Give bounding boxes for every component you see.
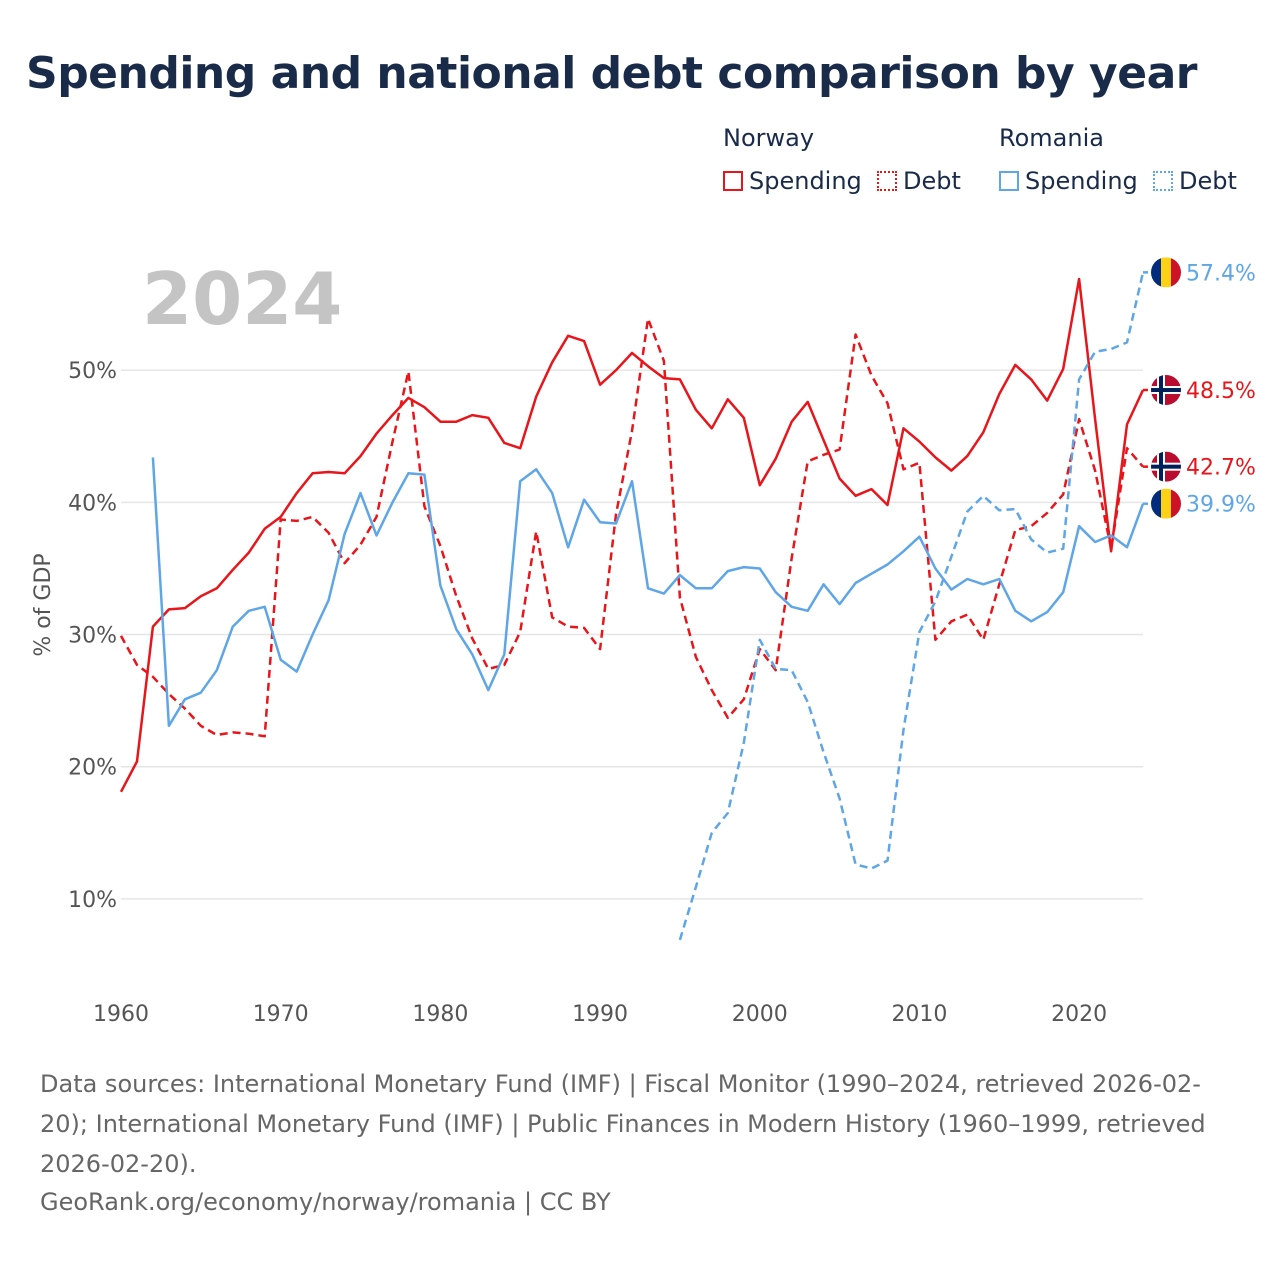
y-tick-label: 20%: [68, 756, 117, 781]
y-tick-label: 10%: [68, 888, 117, 913]
legend-romania-debt-swatch: [1153, 171, 1173, 191]
y-tick-label: 30%: [68, 624, 117, 649]
legend-norway-debt-swatch: [877, 171, 897, 191]
norway-flag-icon: [1151, 375, 1181, 406]
x-tick-label: 1970: [253, 1002, 309, 1027]
x-tick-label: 1990: [572, 1002, 628, 1027]
norway-debt-end-label: 42.7%: [1186, 456, 1256, 481]
footer-sources: Data sources: International Monetary Fun…: [40, 1070, 1206, 1178]
chart-plot: 10% 20% 30% 40% 50% 1960 1970 1980 1990 2000 2010…: [31, 257, 1256, 1027]
series-lines: [119, 272, 1145, 941]
x-tick-label: 1980: [412, 1002, 468, 1027]
end-markers: 48.5% 42.7% 39.9% 57.4%: [1143, 257, 1256, 519]
year-watermark: 2024: [142, 257, 342, 341]
x-axis: 1960 1970 1980 1990 2000 2010 2020: [93, 1002, 1107, 1027]
romania-spending-end-label: 39.9%: [1186, 493, 1256, 518]
x-tick-label: 2010: [891, 1002, 947, 1027]
romania-flag-icon: [1151, 488, 1181, 519]
y-tick-label: 40%: [68, 491, 117, 516]
y-axis-label: % of GDP: [31, 553, 56, 656]
y-tick-label: 50%: [68, 359, 117, 384]
chart-title: Spending and national debt comparison by…: [26, 48, 1197, 99]
legend-norway-debt[interactable]: Debt: [877, 167, 961, 195]
legend-romania-spending[interactable]: Spending: [999, 167, 1138, 195]
legend-romania-spending-label: Spending: [1025, 167, 1138, 195]
legend-romania-title: Romania: [999, 124, 1104, 152]
x-tick-label: 2020: [1051, 1002, 1107, 1027]
romania-debt-line[interactable]: [678, 272, 1145, 941]
norway-spending-end-label: 48.5%: [1186, 379, 1256, 404]
romania-flag-icon: [1151, 257, 1181, 288]
legend-norway-debt-label: Debt: [903, 167, 961, 195]
footer-credit: GeoRank.org/economy/norway/romania | CC …: [40, 1188, 611, 1216]
legend-norway-title: Norway: [723, 124, 815, 152]
legend-norway-spending-label: Spending: [749, 167, 862, 195]
norway-debt-line[interactable]: [119, 317, 1144, 738]
grid-lines: [121, 369, 1143, 900]
romania-debt-end-label: 57.4%: [1186, 261, 1256, 286]
y-axis: 10% 20% 30% 40% 50%: [68, 359, 117, 913]
legend-romania-debt[interactable]: Debt: [1153, 167, 1237, 195]
legend-romania-debt-label: Debt: [1179, 167, 1237, 195]
legend-norway-spending-swatch: [723, 171, 743, 191]
legend-romania-spending-swatch: [999, 171, 1019, 191]
norway-flag-icon: [1151, 451, 1181, 482]
x-tick-label: 1960: [93, 1002, 149, 1027]
legend-norway-spending[interactable]: Spending: [723, 167, 862, 195]
x-tick-label: 2000: [732, 1002, 788, 1027]
romania-spending-line[interactable]: [151, 457, 1145, 728]
norway-spending-line[interactable]: [119, 277, 1145, 793]
